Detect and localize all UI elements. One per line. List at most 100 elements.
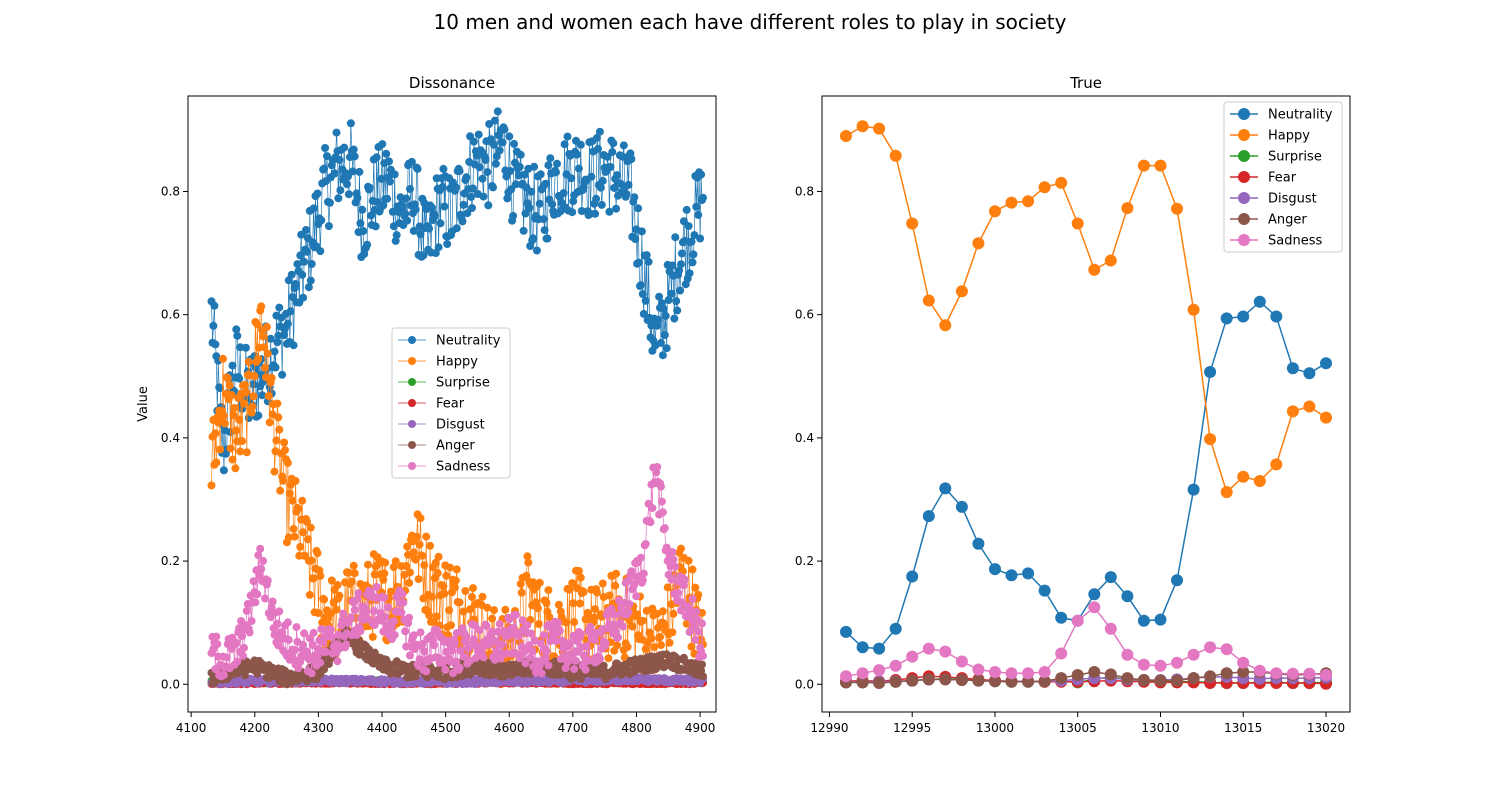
left-point-happy: [583, 608, 592, 617]
left-point-neutrality: [569, 197, 578, 206]
right-y-tick-label: 0.6: [795, 308, 814, 322]
right-point-happy: [1171, 202, 1183, 215]
left-point-neutrality: [595, 127, 604, 136]
left-point-happy: [314, 609, 323, 617]
left-point-sadness: [541, 654, 550, 663]
left-point-sadness: [639, 569, 648, 578]
left-point-happy: [490, 606, 498, 615]
left-point-happy: [446, 563, 455, 572]
left-point-sadness: [441, 665, 450, 674]
left-point-sadness: [389, 617, 398, 626]
left-point-neutrality: [335, 155, 344, 164]
left-point-neutrality: [540, 226, 549, 235]
left-point-happy: [226, 444, 235, 453]
left-point-neutrality: [209, 321, 218, 330]
right-point-neutrality: [1237, 310, 1250, 323]
right-point-neutrality: [1005, 569, 1018, 582]
left-point-happy: [426, 541, 435, 550]
left-point-sadness: [294, 664, 303, 673]
right-point-happy: [1005, 196, 1018, 209]
left-point-neutrality: [654, 315, 663, 324]
left-point-happy: [211, 429, 220, 438]
left-point-sadness: [475, 626, 484, 635]
left-point-neutrality: [655, 292, 664, 301]
left-point-happy: [333, 581, 342, 589]
right-point-sadness: [889, 659, 902, 672]
right-point-sadness: [856, 667, 869, 680]
left-point-happy: [307, 556, 316, 565]
left-point-neutrality: [619, 141, 628, 150]
right-point-anger: [1121, 672, 1134, 685]
right-series-sadness: [840, 601, 1332, 683]
left-point-happy: [231, 464, 240, 473]
left-point-sadness: [570, 665, 579, 674]
left-point-sadness: [399, 598, 408, 607]
left-point-sadness: [657, 497, 666, 506]
left-point-neutrality: [386, 177, 394, 186]
left-point-neutrality: [302, 226, 310, 234]
left-point-sadness: [284, 635, 293, 644]
right-point-sadness: [1270, 667, 1283, 680]
left-point-sadness: [653, 463, 662, 471]
left-point-neutrality: [348, 167, 357, 176]
left-point-happy: [254, 355, 263, 364]
left-point-neutrality: [419, 251, 428, 260]
left-point-happy: [574, 567, 583, 575]
left-point-neutrality: [658, 351, 667, 360]
left-point-neutrality: [474, 130, 483, 139]
right-legend-label-anger: Anger: [1268, 213, 1307, 228]
left-point-sadness: [274, 641, 283, 650]
left-point-neutrality: [624, 180, 633, 189]
left-point-happy: [386, 587, 395, 596]
right-y-tick-label: 0.2: [795, 554, 814, 568]
right-point-sadness: [873, 664, 886, 677]
left-point-neutrality: [359, 227, 368, 235]
right-point-anger: [1237, 666, 1250, 678]
left-point-neutrality: [670, 314, 679, 323]
right-point-neutrality: [1121, 590, 1134, 603]
left-point-neutrality: [462, 173, 471, 182]
left-point-neutrality: [553, 159, 561, 168]
left-point-neutrality: [425, 224, 434, 233]
left-point-neutrality: [574, 164, 583, 173]
left-point-sadness: [646, 518, 655, 527]
left-point-happy: [403, 542, 412, 551]
left-point-neutrality: [398, 203, 407, 211]
left-point-neutrality: [548, 200, 557, 209]
left-point-happy: [554, 600, 563, 609]
left-point-neutrality: [587, 172, 596, 181]
left-point-neutrality: [307, 260, 316, 268]
left-point-happy: [279, 476, 288, 485]
left-point-neutrality: [552, 168, 560, 177]
left-point-happy: [665, 638, 674, 647]
right-point-happy: [889, 149, 902, 162]
left-point-neutrality: [358, 205, 367, 214]
left-point-happy: [409, 548, 418, 557]
right-point-neutrality: [840, 625, 852, 638]
left-point-neutrality: [372, 153, 381, 162]
left-x-tick-label: 4600: [494, 721, 525, 735]
right-point-sadness: [1286, 667, 1299, 680]
left-point-happy: [405, 578, 414, 587]
left-point-neutrality: [636, 281, 645, 290]
left-point-happy: [535, 578, 544, 587]
left-point-happy: [240, 381, 249, 389]
left-point-happy: [561, 618, 570, 627]
left-point-sadness: [372, 583, 381, 591]
right-point-neutrality: [1022, 567, 1035, 580]
left-plot-frame: [187, 95, 717, 713]
left-point-neutrality: [254, 411, 263, 420]
left-y-tick-label: 0.0: [161, 677, 180, 691]
left-point-neutrality: [500, 125, 509, 134]
left-point-happy: [469, 584, 477, 593]
left-point-neutrality: [687, 237, 696, 246]
right-point-happy: [1137, 159, 1150, 172]
left-point-happy: [241, 388, 250, 397]
left-point-happy: [633, 610, 642, 619]
left-point-sadness: [450, 639, 459, 648]
left-point-happy: [280, 438, 289, 447]
left-point-sadness: [555, 626, 564, 635]
right-subplot: 12990 12995 13000 13005 13010 13015 13020 0.00…: [795, 74, 1351, 735]
left-point-happy: [344, 568, 353, 577]
right-x-tick-label: 13020: [1307, 721, 1345, 735]
